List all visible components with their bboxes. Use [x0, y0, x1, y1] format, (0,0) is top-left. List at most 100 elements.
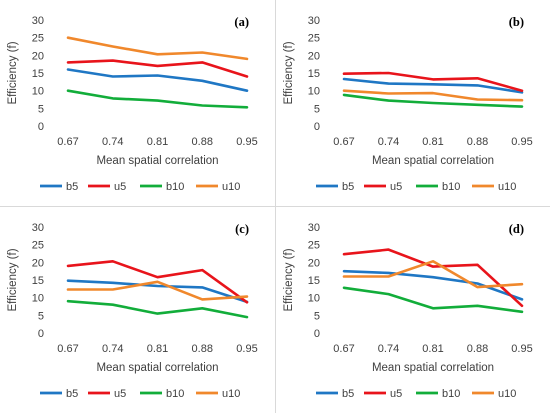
- series-line-b5: [342, 77, 524, 94]
- x-tick-label: 0.81: [422, 343, 443, 355]
- y-tick-label: 5: [38, 103, 44, 115]
- panel-label: (d): [509, 222, 524, 236]
- chart-panel-d: 0 5 10 15 20 25 30 0.67 0.74 0.81 0.88 0.95 Mean spa…: [276, 207, 550, 413]
- panel-label: (a): [234, 15, 249, 29]
- y-tick-label: 25: [32, 240, 44, 252]
- legend-label-u5: u5: [114, 388, 126, 400]
- x-tick-label: 0.95: [236, 136, 257, 148]
- y-tick-label: 10: [308, 293, 320, 305]
- legend-label-b5: b5: [342, 388, 354, 400]
- y-tick-label: 30: [308, 222, 320, 234]
- y-axis-label: Efficiency (f): [283, 41, 295, 104]
- y-tick-label: 20: [32, 257, 44, 269]
- chart-panel-a: 0 5 10 15 20 25 30 0.67 0.74 0.81 0.88 0.95 Mean spa…: [0, 0, 275, 206]
- x-axis-label: Mean spatial correlation: [372, 155, 494, 167]
- x-tick-label: 0.67: [333, 343, 354, 355]
- y-tick-label: 30: [32, 222, 44, 234]
- y-tick-label: 20: [32, 50, 44, 62]
- legend-label-u10: u10: [222, 181, 240, 193]
- legend-label-b10: b10: [166, 181, 184, 193]
- y-axis-label: Efficiency (f): [7, 248, 19, 311]
- y-tick-label: 0: [38, 328, 44, 340]
- y-tick-label: 25: [32, 33, 44, 45]
- x-tick-label: 0.81: [147, 343, 168, 355]
- series-line-b5: [342, 269, 524, 301]
- y-tick-label: 30: [308, 15, 320, 27]
- x-tick-label: 0.74: [102, 136, 123, 148]
- chart-panel-b: 0 5 10 15 20 25 30 0.67 0.74 0.81 0.88 0.95 Mean spa…: [276, 0, 550, 206]
- legend-label-u10: u10: [498, 388, 516, 400]
- y-tick-label: 30: [32, 15, 44, 27]
- x-tick-label: 0.67: [57, 343, 78, 355]
- y-tick-label: 5: [314, 103, 320, 115]
- chart-d-svg: 0 5 10 15 20 25 30 0.67 0.74 0.81 0.88 0.95 Mean spa…: [283, 222, 533, 400]
- series-line-u5: [66, 259, 249, 304]
- legend-label-b10: b10: [166, 388, 184, 400]
- y-tick-label: 25: [308, 33, 320, 45]
- chart-panel-c: 0 5 10 15 20 25 30 0.67 0.74 0.81 0.88 0.95 Mean spa…: [0, 207, 275, 413]
- y-tick-label: 20: [308, 257, 320, 269]
- x-tick-label: 0.74: [378, 136, 399, 148]
- series-line-b5: [66, 279, 249, 304]
- x-tick-label: 0.88: [192, 343, 213, 355]
- series-line-u5: [66, 59, 249, 78]
- series-line-u5: [342, 248, 524, 308]
- legend-label-u10: u10: [222, 388, 240, 400]
- series-line-u10: [342, 89, 524, 102]
- y-tick-label: 10: [32, 86, 44, 98]
- y-tick-label: 0: [314, 121, 320, 133]
- x-tick-label: 0.74: [102, 343, 123, 355]
- y-tick-label: 20: [308, 50, 320, 62]
- y-tick-label: 10: [308, 86, 320, 98]
- x-axis-label: Mean spatial correlation: [372, 362, 494, 374]
- x-tick-label: 0.95: [511, 343, 532, 355]
- x-axis-label: Mean spatial correlation: [96, 362, 218, 374]
- y-tick-label: 5: [314, 310, 320, 322]
- x-axis-label: Mean spatial correlation: [96, 155, 218, 167]
- legend-label-u10: u10: [498, 181, 516, 193]
- x-tick-label: 0.81: [147, 136, 168, 148]
- y-axis-label: Efficiency (f): [7, 41, 19, 104]
- series-line-u10: [66, 36, 249, 61]
- y-tick-label: 15: [32, 68, 44, 80]
- legend-label-u5: u5: [390, 181, 402, 193]
- x-tick-label: 0.81: [422, 136, 443, 148]
- y-tick-label: 0: [314, 328, 320, 340]
- y-tick-label: 15: [32, 275, 44, 287]
- legend-label-b10: b10: [442, 388, 460, 400]
- series-line-b10: [66, 299, 249, 319]
- y-tick-label: 5: [38, 310, 44, 322]
- x-tick-label: 0.95: [511, 136, 532, 148]
- panel-label: (c): [235, 222, 249, 236]
- legend-label-u5: u5: [114, 181, 126, 193]
- x-tick-label: 0.88: [467, 343, 488, 355]
- chart-b-svg: 0 5 10 15 20 25 30 0.67 0.74 0.81 0.88 0.95 Mean spa…: [283, 15, 533, 193]
- legend-label-u5: u5: [390, 388, 402, 400]
- x-tick-label: 0.95: [236, 343, 257, 355]
- series-line-b10: [342, 93, 524, 108]
- series-line-b5: [66, 68, 249, 92]
- chart-a-svg: 0 5 10 15 20 25 30 0.67 0.74 0.81 0.88 0.95 Mean spa…: [7, 15, 258, 193]
- y-tick-label: 15: [308, 68, 320, 80]
- y-tick-label: 25: [308, 240, 320, 252]
- legend-label-b5: b5: [66, 388, 78, 400]
- panel-divider-horizontal: [0, 206, 550, 207]
- legend-label-b5: b5: [342, 181, 354, 193]
- x-tick-label: 0.67: [57, 136, 78, 148]
- panel-label: (b): [509, 15, 524, 29]
- x-tick-label: 0.74: [378, 343, 399, 355]
- x-tick-label: 0.88: [192, 136, 213, 148]
- chart-c-svg: 0 5 10 15 20 25 30 0.67 0.74 0.81 0.88 0.95 Mean spa…: [7, 222, 258, 400]
- y-axis-label: Efficiency (f): [283, 248, 295, 311]
- legend-label-b10: b10: [442, 181, 460, 193]
- legend-label-b5: b5: [66, 181, 78, 193]
- y-tick-label: 15: [308, 275, 320, 287]
- series-line-u10: [66, 280, 249, 301]
- series-line-b10: [66, 89, 249, 109]
- x-tick-label: 0.67: [333, 136, 354, 148]
- x-tick-label: 0.88: [467, 136, 488, 148]
- series-line-u10: [342, 259, 524, 289]
- y-tick-label: 10: [32, 293, 44, 305]
- y-tick-label: 0: [38, 121, 44, 133]
- series-line-b10: [342, 286, 524, 314]
